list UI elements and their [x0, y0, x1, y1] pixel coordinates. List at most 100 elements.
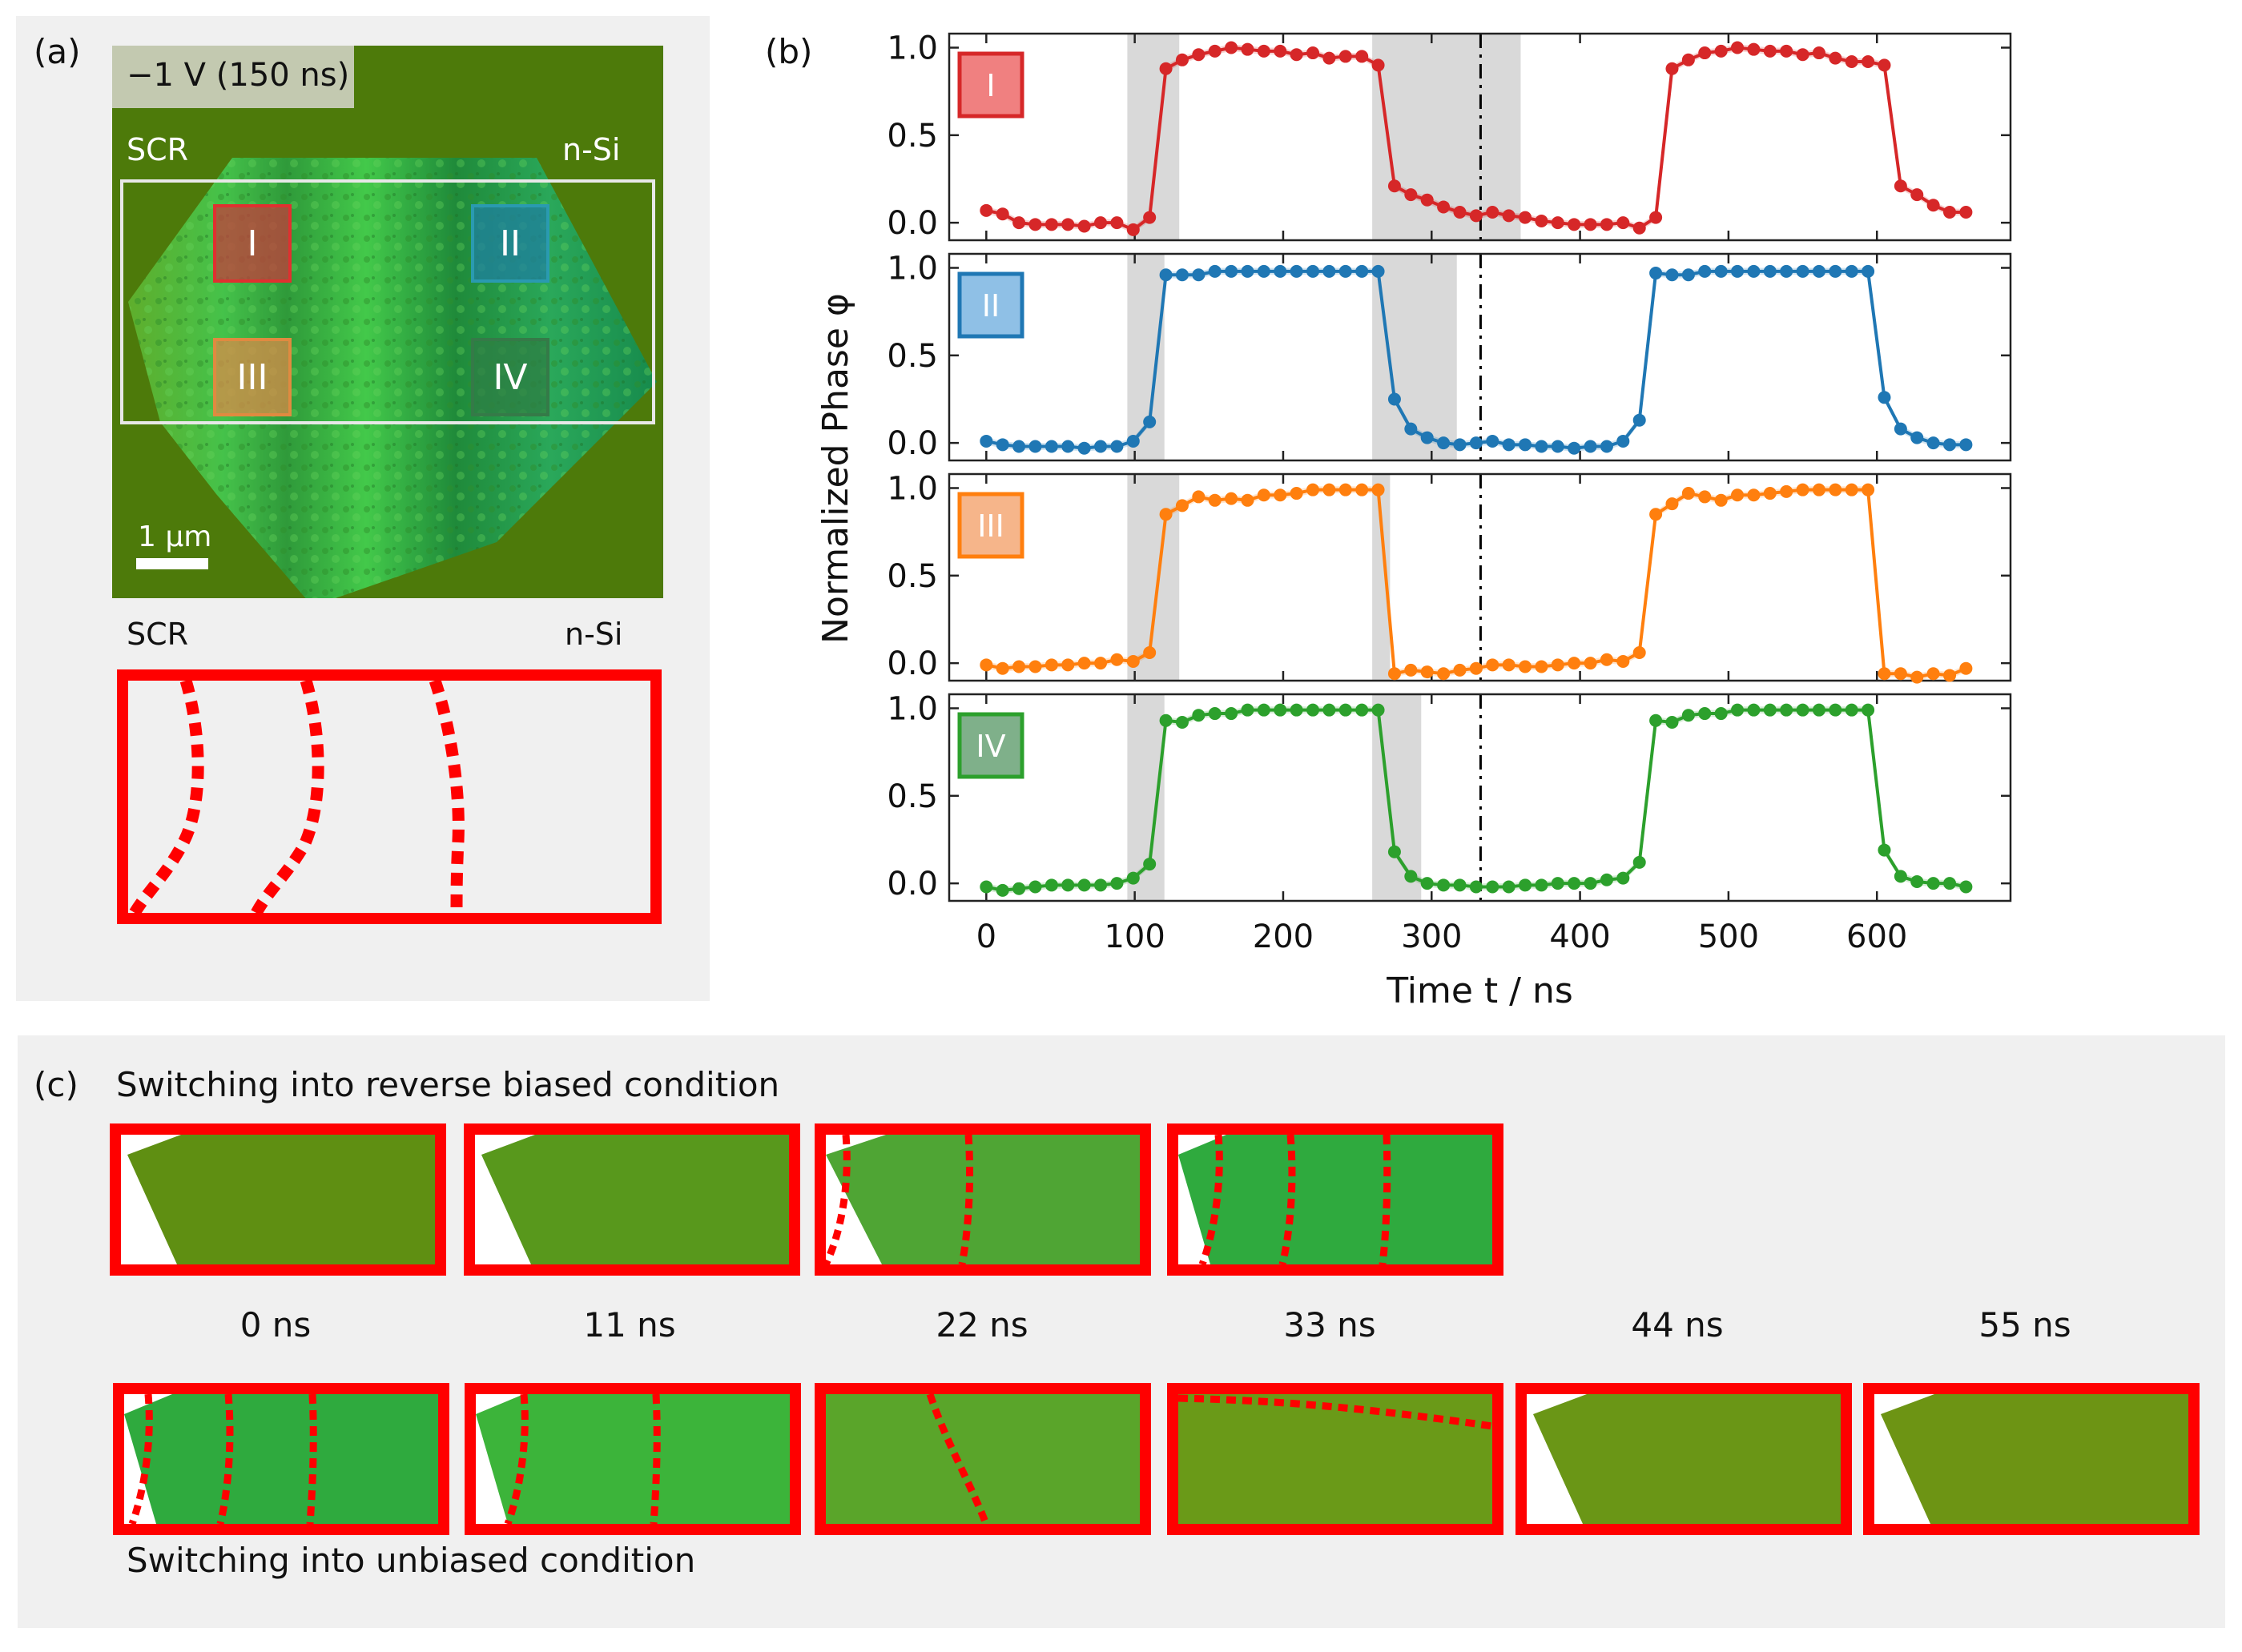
data-point-III: [1862, 483, 1875, 496]
data-point-II: [1338, 264, 1352, 278]
data-point-III: [1926, 667, 1940, 681]
data-point-II: [1453, 438, 1467, 452]
frame-reverse-11ns: [464, 1123, 800, 1276]
ytick-label-II: 0.0: [887, 425, 938, 462]
data-point-I: [1616, 216, 1630, 230]
data-point-III: [1012, 660, 1026, 673]
series-box-label-I: I: [986, 68, 995, 103]
data-point-IV: [1698, 707, 1712, 721]
panel-c-label: (c): [34, 1065, 78, 1104]
data-point-III: [1126, 654, 1140, 668]
data-point-IV: [1355, 703, 1369, 717]
data-point-I: [1045, 218, 1058, 231]
data-point-I: [1208, 44, 1222, 58]
data-point-IV: [1568, 877, 1581, 890]
data-point-IV: [1632, 855, 1646, 869]
data-point-IV: [1192, 709, 1206, 722]
data-point-II: [1241, 264, 1254, 278]
ytick-label-IV: 0.0: [887, 866, 938, 902]
data-point-III: [1306, 483, 1320, 496]
data-point-II: [1616, 434, 1630, 448]
xtick-label: 0: [976, 918, 996, 955]
data-point-III: [1404, 663, 1418, 677]
data-point-II: [1257, 264, 1270, 278]
data-point-III: [1355, 483, 1369, 496]
data-point-II: [1371, 264, 1385, 278]
data-point-II: [1126, 434, 1140, 448]
data-point-I: [1322, 51, 1336, 65]
data-point-IV: [1763, 703, 1777, 717]
data-point-II: [980, 434, 993, 448]
data-point-IV: [1061, 878, 1075, 892]
region-ii-box: II: [471, 204, 549, 283]
shade-region-III-1: [1372, 474, 1391, 681]
data-point-I: [1110, 216, 1124, 230]
data-point-IV: [1257, 703, 1270, 717]
data-point-II: [1486, 434, 1499, 448]
data-point-III: [1943, 669, 1957, 682]
data-point-III: [1028, 660, 1042, 673]
frame-unbiased-0ns: [113, 1383, 449, 1535]
data-point-III: [1061, 658, 1075, 672]
data-point-II: [996, 438, 1009, 452]
data-point-I: [1453, 206, 1467, 219]
phase-chart-svg: 0.0 0.5 1.0 I 0.0 0.5 1.0 II 0.0 0.5 1.0 III 0.0 0.5 1…: [815, 30, 2012, 1011]
time-label-3: 33 ns: [1283, 1305, 1376, 1345]
data-point-IV: [1306, 703, 1320, 717]
data-point-IV: [1747, 703, 1761, 717]
data-point-IV: [1486, 880, 1499, 894]
data-point-I: [1649, 211, 1663, 224]
data-point-I: [1731, 41, 1745, 54]
data-point-II: [1665, 268, 1679, 282]
xtick-label: 500: [1698, 918, 1759, 955]
data-point-I: [1486, 206, 1499, 219]
series-box-label-III: III: [977, 508, 1004, 544]
xtick-label: 300: [1401, 918, 1462, 955]
data-point-II: [1143, 415, 1157, 428]
data-point-I: [1535, 214, 1548, 227]
data-point-IV: [1910, 874, 1924, 888]
data-point-I: [1192, 48, 1206, 62]
data-point-I: [1012, 216, 1026, 230]
data-point-II: [1355, 264, 1369, 278]
data-point-II: [1568, 441, 1581, 455]
data-point-I: [1698, 46, 1712, 60]
region-i-label: I: [247, 223, 258, 264]
data-point-I: [1763, 44, 1777, 58]
data-point-IV: [1616, 871, 1630, 885]
data-point-III: [1192, 490, 1206, 504]
data-point-II: [1012, 440, 1026, 453]
data-point-I: [1094, 216, 1108, 230]
data-point-I: [1338, 50, 1352, 63]
data-point-III: [1077, 657, 1091, 670]
data-point-II: [1469, 436, 1483, 450]
data-point-IV: [1208, 707, 1222, 721]
top-row-title: Switching into reverse biased condition: [116, 1065, 780, 1104]
data-point-I: [1812, 46, 1825, 60]
xtick-label: 100: [1104, 918, 1165, 955]
data-point-III: [1829, 483, 1842, 496]
data-point-III: [1649, 508, 1663, 521]
domain-wall-2: [251, 681, 324, 913]
data-point-II: [1943, 438, 1957, 452]
y-axis-label: Normalized Phase φ: [815, 293, 856, 644]
data-point-IV: [1926, 877, 1940, 890]
data-point-IV: [1812, 703, 1825, 717]
data-point-II: [1225, 264, 1238, 278]
data-point-I: [1257, 44, 1270, 58]
data-point-III: [1747, 488, 1761, 502]
data-point-III: [1453, 663, 1467, 677]
data-point-III: [1519, 660, 1532, 673]
data-point-III: [1274, 488, 1287, 502]
data-point-III: [1600, 653, 1613, 666]
data-point-III: [1780, 484, 1793, 498]
data-point-IV: [1469, 880, 1483, 894]
data-point-II: [1404, 422, 1418, 436]
data-point-IV: [980, 880, 993, 894]
data-point-II: [1731, 264, 1745, 278]
data-point-IV: [1665, 715, 1679, 729]
time-label-1: 11 ns: [583, 1305, 676, 1345]
lower-nsi-label: n-Si: [565, 617, 623, 652]
frame-reverse-22ns: [815, 1123, 1151, 1276]
schematic-box: [117, 669, 662, 924]
